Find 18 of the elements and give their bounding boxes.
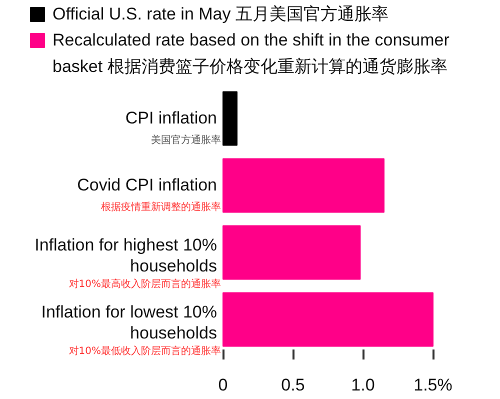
legend-label: Official U.S. rate in May 五月美国官方通胀率 xyxy=(52,4,388,24)
text: 对10%最低收入阶层而言的通胀率 xyxy=(68,345,222,357)
y-tick-label: Covid CPI inflation xyxy=(77,176,217,194)
text: 根据疫情重新调整的通胀率 xyxy=(101,201,221,213)
y-tick-label: Inflation for highest 10% households xyxy=(34,236,218,276)
y-tick-label: Inflation for lowest 10% households xyxy=(41,302,218,342)
x-tick-label: 1.5% xyxy=(414,376,452,394)
y-tick-label: CPI inflation xyxy=(125,108,218,128)
text: 对10%最高收入阶层而言的通胀率 xyxy=(68,278,222,290)
x-tick-label: 0 xyxy=(218,376,228,394)
x-tick-label: 0.5 xyxy=(281,376,305,394)
bar xyxy=(222,158,384,213)
legend-label: Recalculated rate based on the shift in the consumer basket 根据消费篮子价格变化重新计算的通货膨胀率 xyxy=(52,30,450,76)
x-tick-label: 1.0 xyxy=(351,376,375,394)
bar xyxy=(222,91,238,146)
text: 美国官方通胀率 xyxy=(151,134,221,146)
bar xyxy=(222,292,434,347)
bar xyxy=(222,225,361,280)
